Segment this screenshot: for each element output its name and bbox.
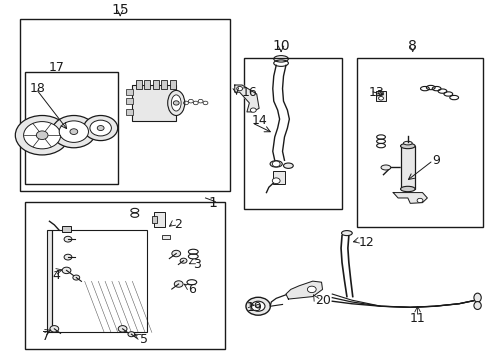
Bar bbox=[356, 58, 483, 227]
Circle shape bbox=[272, 178, 280, 184]
Text: 20: 20 bbox=[315, 294, 330, 307]
Text: 6: 6 bbox=[188, 283, 196, 296]
Circle shape bbox=[64, 254, 72, 260]
Text: 2: 2 bbox=[173, 219, 182, 231]
Ellipse shape bbox=[473, 302, 480, 310]
Circle shape bbox=[378, 91, 383, 95]
Circle shape bbox=[236, 86, 242, 91]
Bar bbox=[25, 202, 224, 348]
Circle shape bbox=[272, 161, 280, 167]
Circle shape bbox=[52, 116, 96, 148]
Bar bbox=[25, 72, 118, 184]
Circle shape bbox=[23, 122, 61, 149]
Text: 1: 1 bbox=[208, 196, 217, 210]
Bar bbox=[154, 212, 164, 227]
Ellipse shape bbox=[400, 186, 414, 192]
Circle shape bbox=[173, 101, 179, 105]
Circle shape bbox=[245, 297, 270, 315]
Bar bbox=[153, 80, 158, 89]
Circle shape bbox=[180, 258, 186, 263]
Circle shape bbox=[73, 275, 80, 280]
Text: 4: 4 bbox=[52, 269, 60, 282]
Circle shape bbox=[15, 116, 69, 155]
Ellipse shape bbox=[473, 293, 480, 302]
Circle shape bbox=[307, 286, 316, 293]
Text: 11: 11 bbox=[409, 311, 425, 325]
Ellipse shape bbox=[283, 163, 293, 168]
Bar bbox=[375, 91, 385, 101]
Bar bbox=[61, 226, 71, 232]
Circle shape bbox=[174, 281, 183, 287]
Circle shape bbox=[128, 332, 135, 337]
Text: 14: 14 bbox=[251, 114, 267, 127]
Bar bbox=[52, 230, 147, 332]
Text: 3: 3 bbox=[193, 258, 201, 271]
Bar bbox=[126, 109, 133, 115]
Circle shape bbox=[36, 131, 48, 140]
Circle shape bbox=[118, 325, 127, 332]
Text: 5: 5 bbox=[140, 333, 147, 346]
Text: 8: 8 bbox=[407, 39, 416, 53]
Text: 15: 15 bbox=[111, 3, 129, 17]
Text: 7: 7 bbox=[42, 329, 50, 342]
Ellipse shape bbox=[380, 165, 390, 170]
Bar bbox=[400, 146, 414, 189]
Bar bbox=[47, 230, 52, 332]
Polygon shape bbox=[234, 85, 259, 112]
Bar bbox=[126, 89, 133, 95]
Text: 10: 10 bbox=[272, 39, 289, 53]
Text: 9: 9 bbox=[431, 154, 439, 167]
Bar bbox=[20, 19, 229, 191]
Text: 19: 19 bbox=[246, 301, 262, 314]
Circle shape bbox=[59, 121, 88, 143]
Ellipse shape bbox=[400, 143, 414, 149]
Circle shape bbox=[416, 198, 422, 203]
Circle shape bbox=[251, 301, 264, 311]
Circle shape bbox=[50, 325, 59, 332]
Circle shape bbox=[64, 236, 72, 242]
Text: 18: 18 bbox=[29, 82, 45, 95]
Text: 17: 17 bbox=[49, 60, 64, 73]
Bar bbox=[136, 80, 142, 89]
Bar bbox=[132, 85, 176, 121]
Circle shape bbox=[171, 250, 180, 257]
Circle shape bbox=[70, 129, 78, 135]
Ellipse shape bbox=[171, 95, 181, 111]
Text: 16: 16 bbox=[242, 86, 257, 99]
Circle shape bbox=[378, 96, 383, 100]
Ellipse shape bbox=[403, 141, 411, 145]
Circle shape bbox=[83, 116, 118, 141]
Text: 12: 12 bbox=[358, 236, 374, 249]
Bar bbox=[161, 235, 170, 239]
Circle shape bbox=[62, 267, 71, 274]
Circle shape bbox=[255, 305, 260, 308]
Circle shape bbox=[90, 120, 111, 136]
Ellipse shape bbox=[341, 231, 351, 235]
Bar bbox=[144, 80, 150, 89]
Ellipse shape bbox=[167, 90, 184, 116]
Circle shape bbox=[250, 108, 256, 112]
Ellipse shape bbox=[269, 161, 282, 167]
Bar bbox=[152, 216, 157, 223]
Bar bbox=[126, 98, 133, 104]
Bar bbox=[272, 171, 285, 184]
Text: 13: 13 bbox=[368, 86, 384, 99]
Polygon shape bbox=[285, 281, 322, 299]
Bar bbox=[244, 58, 341, 209]
Bar bbox=[169, 80, 175, 89]
Circle shape bbox=[97, 126, 104, 131]
Polygon shape bbox=[392, 193, 427, 203]
Bar bbox=[161, 80, 167, 89]
